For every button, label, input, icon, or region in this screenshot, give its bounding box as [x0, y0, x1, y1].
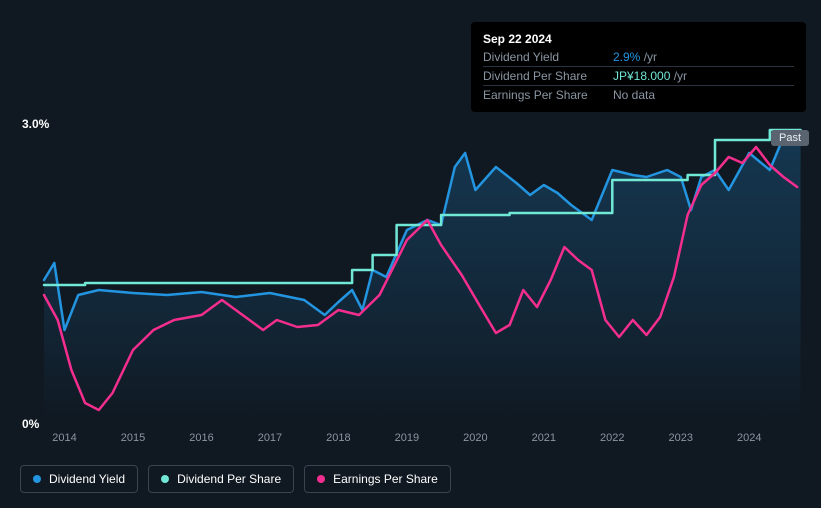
- legend-dot-icon: [33, 475, 41, 483]
- x-axis-label: 2017: [258, 432, 282, 444]
- legend-item[interactable]: Earnings Per Share: [304, 465, 451, 493]
- legend-item[interactable]: Dividend Per Share: [148, 465, 294, 493]
- x-axis-label: 2014: [52, 432, 76, 444]
- info-value: 2.9% /yr: [613, 50, 657, 64]
- dividend-chart-container: Sep 22 2024 Dividend Yield2.9% /yrDivide…: [0, 0, 821, 508]
- x-axis-label: 2023: [669, 432, 693, 444]
- legend-dot-icon: [161, 475, 169, 483]
- info-value: No data: [613, 88, 655, 102]
- legend-dot-icon: [317, 475, 325, 483]
- info-value: JP¥18.000 /yr: [613, 69, 687, 83]
- x-axis-labels: 2014 2015 2016 2017 2018 2019 2020 2021 2022 2023…: [44, 432, 804, 452]
- info-date: Sep 22 2024: [483, 32, 552, 46]
- x-axis-label: 2024: [737, 432, 761, 444]
- x-axis-label: 2019: [395, 432, 419, 444]
- info-tooltip: Sep 22 2024 Dividend Yield2.9% /yrDivide…: [471, 22, 806, 112]
- info-date-row: Sep 22 2024: [483, 30, 794, 48]
- info-row: Dividend Per ShareJP¥18.000 /yr: [483, 66, 794, 85]
- legend-label: Earnings Per Share: [333, 472, 438, 486]
- x-axis-label: 2021: [532, 432, 556, 444]
- legend-label: Dividend Per Share: [177, 472, 281, 486]
- legend-label: Dividend Yield: [49, 472, 125, 486]
- past-badge: Past: [771, 130, 809, 146]
- legend-item[interactable]: Dividend Yield: [20, 465, 138, 493]
- x-axis-label: 2018: [326, 432, 350, 444]
- x-axis-label: 2015: [121, 432, 145, 444]
- x-axis-label: 2020: [463, 432, 487, 444]
- x-axis-label: 2016: [189, 432, 213, 444]
- info-label: Earnings Per Share: [483, 88, 613, 102]
- info-row: Earnings Per ShareNo data: [483, 85, 794, 104]
- info-row: Dividend Yield2.9% /yr: [483, 48, 794, 66]
- plot-area[interactable]: [44, 125, 804, 425]
- chart-legend: Dividend Yield Dividend Per Share Earnings…: [20, 465, 451, 493]
- x-axis-label: 2022: [600, 432, 624, 444]
- chart-svg: [44, 125, 804, 425]
- y-axis-label: 0%: [22, 417, 39, 431]
- info-label: Dividend Per Share: [483, 69, 613, 83]
- info-label: Dividend Yield: [483, 50, 613, 64]
